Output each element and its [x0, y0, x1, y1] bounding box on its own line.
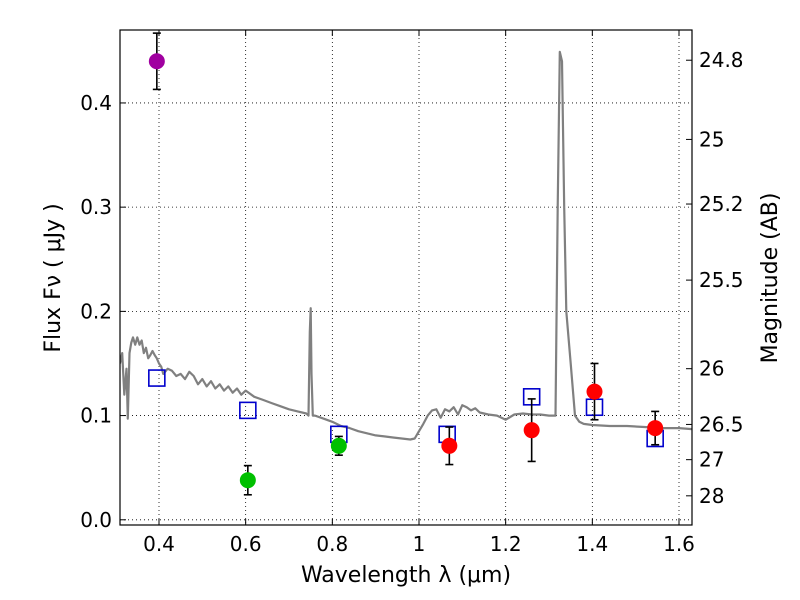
right-tick-label: 28 [699, 484, 724, 508]
model-square [239, 401, 257, 420]
x-tick-label: 1.2 [490, 532, 522, 556]
y-tick-label: 0.0 [80, 508, 112, 532]
right-tick-label: 25 [699, 127, 724, 151]
right-tick-label: 26 [699, 357, 724, 381]
observation-point [330, 437, 347, 454]
model-square [148, 369, 166, 387]
y-tick-label: 0.3 [80, 195, 112, 219]
observation-point [586, 383, 603, 400]
right-tick-label: 27 [699, 448, 724, 472]
right-tick-label: 26.5 [699, 412, 744, 436]
right-tick-label: 24.8 [699, 48, 744, 72]
observation-point [647, 420, 664, 437]
y-tick-label: 0.4 [80, 91, 112, 115]
plot-frame [119, 29, 693, 526]
right-tick-label: 25.2 [699, 192, 744, 216]
y-tick-label: 0.2 [80, 299, 112, 323]
x-tick-label: 0.6 [230, 532, 262, 556]
right-axis-title: Magnitude (AB) [758, 193, 783, 364]
x-tick-label: 0.8 [316, 532, 348, 556]
observation-point [148, 53, 165, 70]
x-tick-label: 1 [413, 532, 426, 556]
right-tick-label: 25.5 [699, 268, 744, 292]
axis-ticks: 0.4 0.6 0.8 1 1.2 1.4 1.6 0.0 0.1 0.2 0.3 0.4 24.8 25… [80, 30, 744, 556]
plot-area [120, 32, 692, 496]
x-tick-label: 1.6 [663, 532, 695, 556]
x-tick-label: 0.4 [143, 532, 175, 556]
x-tick-label: 1.4 [576, 532, 608, 556]
spectrum-line [120, 50, 692, 441]
observation-point [523, 422, 540, 439]
observation-point [239, 472, 256, 489]
y-axis-title: Flux Fν ( μJy ) [41, 203, 66, 352]
x-axis-title: Wavelength λ (μm) [301, 563, 511, 588]
observation-point [441, 437, 458, 454]
y-tick-label: 0.1 [80, 404, 112, 428]
